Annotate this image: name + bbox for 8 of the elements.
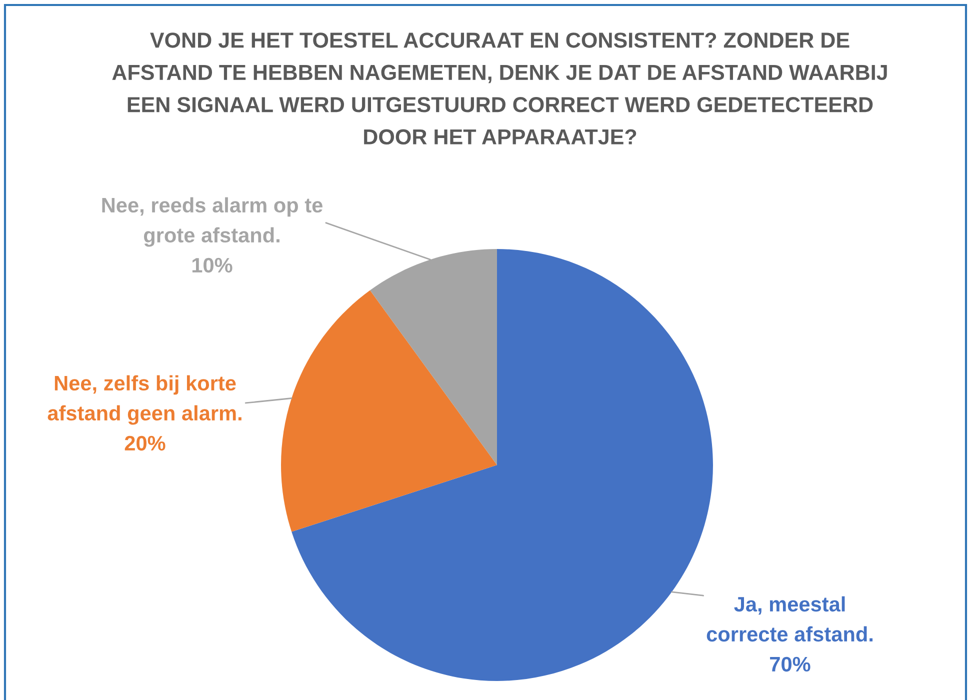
pie-slice bbox=[281, 290, 497, 532]
slice-label: Nee, zelfs bij korte afstand geen alarm. bbox=[48, 375, 242, 425]
slice-label: Nee, reeds alarm op te grote afstand. bbox=[102, 197, 322, 247]
data-label: 20% bbox=[124, 436, 166, 451]
slice-label: Ja, meestal correcte afstand. bbox=[706, 596, 873, 642]
data-label: 10% bbox=[192, 258, 232, 273]
chart-title: VOND JE HET TOESTEL ACCURAAT EN CONSISTENT? ZONDER DE AFSTAND TE HEBBEN NAGEMETEN, DENK JE DAT DE AFSTAND WAARBIJ EEN SIGNAAL WERD UITGESTUURD CORRECT WERD GEDETECTEERD DOOR HET APPARAATJE? bbox=[112, 32, 887, 145]
data-label: 70% bbox=[770, 656, 810, 672]
